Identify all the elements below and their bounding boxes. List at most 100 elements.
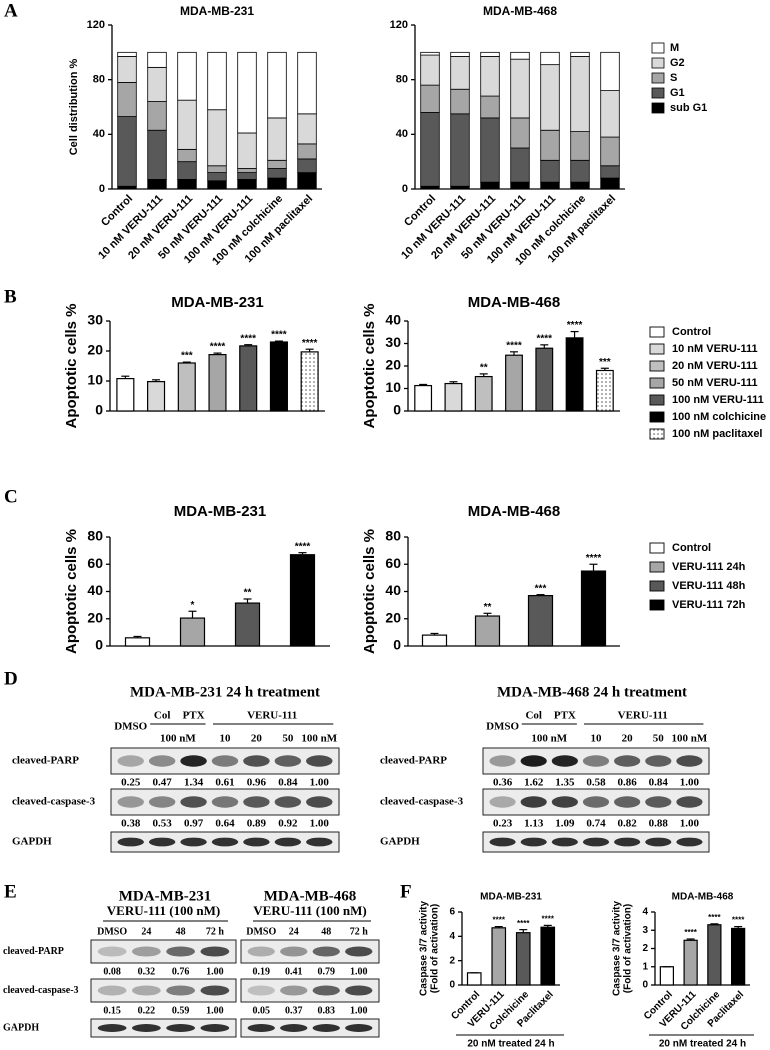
blot-band	[148, 796, 176, 808]
bar-segment	[207, 165, 227, 173]
footnote: 20 nM treated 24 h	[659, 1039, 746, 1050]
significance: ****	[506, 340, 522, 351]
legend-swatch	[649, 377, 665, 389]
quantification: 0.86	[618, 777, 638, 789]
treatment-label: VERU-111 (100 nM)	[253, 903, 366, 918]
bar-segment	[237, 172, 257, 180]
y-tick-label: 0	[95, 402, 103, 418]
row-label: GAPDH	[3, 1022, 39, 1033]
y-tick-label: 4	[642, 907, 648, 918]
lane-label: 20	[251, 733, 263, 745]
quantification: 0.84	[649, 777, 669, 789]
significance: **	[244, 588, 252, 599]
quantification: 1.35	[555, 777, 575, 789]
blot-band	[614, 796, 641, 808]
blot-band	[200, 985, 230, 996]
quantification: 1.13	[524, 818, 544, 830]
y-tick-label: 40	[396, 128, 408, 140]
y-tick-label: 4	[449, 931, 455, 942]
blot-band	[520, 755, 547, 767]
bar-segment	[147, 179, 167, 190]
bar-segment	[510, 58, 530, 119]
blot-band	[280, 946, 308, 957]
bar-segment	[420, 51, 440, 56]
y-axis-label: Cell distribution %	[68, 59, 80, 156]
bar-segment	[117, 116, 137, 187]
bar-segment	[540, 181, 560, 190]
y-tick-label: 0	[402, 183, 408, 195]
significance: **	[480, 363, 488, 374]
quantification: 0.88	[649, 818, 669, 830]
legend-label: Control	[672, 542, 711, 554]
bar	[289, 554, 316, 647]
bar	[540, 926, 556, 986]
significance: *	[191, 600, 195, 611]
legend-swatch	[649, 343, 665, 355]
legend-swatch	[651, 102, 665, 114]
blot-band	[551, 837, 578, 847]
quantification: 0.76	[172, 966, 190, 977]
y-tick-label: 80	[385, 528, 401, 544]
panel-label: A	[4, 0, 18, 21]
y-axis-label: Apoptotic cells %	[63, 529, 80, 654]
blot-membrane	[240, 1018, 380, 1038]
significance: ****	[684, 928, 697, 937]
bar	[177, 362, 196, 412]
bar-segment	[450, 51, 470, 57]
lane-label: Col	[154, 710, 171, 722]
quantification: 0.96	[247, 777, 267, 789]
legend-swatch	[651, 87, 665, 99]
significance: ****	[586, 553, 602, 564]
blot-band	[306, 755, 333, 767]
bar-segment	[510, 51, 530, 60]
bar-segment	[267, 177, 287, 190]
bar-segment	[540, 51, 560, 66]
row-label: cleaved-PARP	[12, 755, 79, 767]
bar	[444, 382, 463, 412]
bar-segment	[297, 51, 317, 115]
bar-segment	[600, 177, 620, 190]
chart-title: MDA-MB-468	[468, 294, 561, 311]
blot-band	[551, 755, 578, 767]
bar-segment	[480, 117, 500, 183]
y-tick-label: 80	[396, 74, 408, 86]
bar	[535, 347, 554, 412]
quantification: 1.00	[680, 777, 700, 789]
row-label: cleaved-PARP	[380, 755, 447, 767]
quantification: 0.74	[586, 818, 606, 830]
bar-segment	[297, 172, 317, 190]
quantification: 0.32	[138, 966, 156, 977]
bar	[659, 966, 675, 986]
blot-band	[211, 755, 239, 767]
blot-band	[312, 946, 340, 957]
y-tick-label: 40	[87, 582, 103, 598]
significance: ****	[567, 320, 583, 331]
legend-label: VERU-111 72h	[672, 599, 746, 611]
legend-swatch	[651, 72, 665, 84]
bar-segment	[450, 56, 470, 90]
blot-band	[243, 755, 270, 767]
blot-band	[582, 837, 610, 847]
lane-label: DMSO	[97, 926, 127, 937]
y-tick-label: 0	[393, 637, 401, 653]
significance: ***	[181, 351, 193, 362]
y-tick-label: 20	[385, 609, 401, 625]
legend-swatch	[649, 561, 665, 573]
blot-band	[551, 796, 578, 808]
blot-band	[131, 946, 161, 957]
quantification: 1.00	[350, 1005, 368, 1016]
blot-title: MDA-MB-468 24 h treatment	[497, 684, 687, 700]
row-label: cleaved-PARP	[3, 946, 64, 957]
significance: ****	[210, 342, 226, 353]
bar-segment	[177, 51, 197, 101]
legend-swatch	[649, 411, 665, 423]
legend-swatch	[649, 394, 665, 406]
bar-segment	[600, 51, 620, 91]
blot-band	[280, 1024, 308, 1032]
bar-segment	[570, 51, 590, 57]
bar-segment	[237, 179, 257, 190]
quantification: 0.22	[138, 1005, 156, 1016]
quantification: 1.00	[206, 1005, 224, 1016]
lane-label: 10	[220, 733, 232, 745]
blot-band	[180, 755, 207, 767]
